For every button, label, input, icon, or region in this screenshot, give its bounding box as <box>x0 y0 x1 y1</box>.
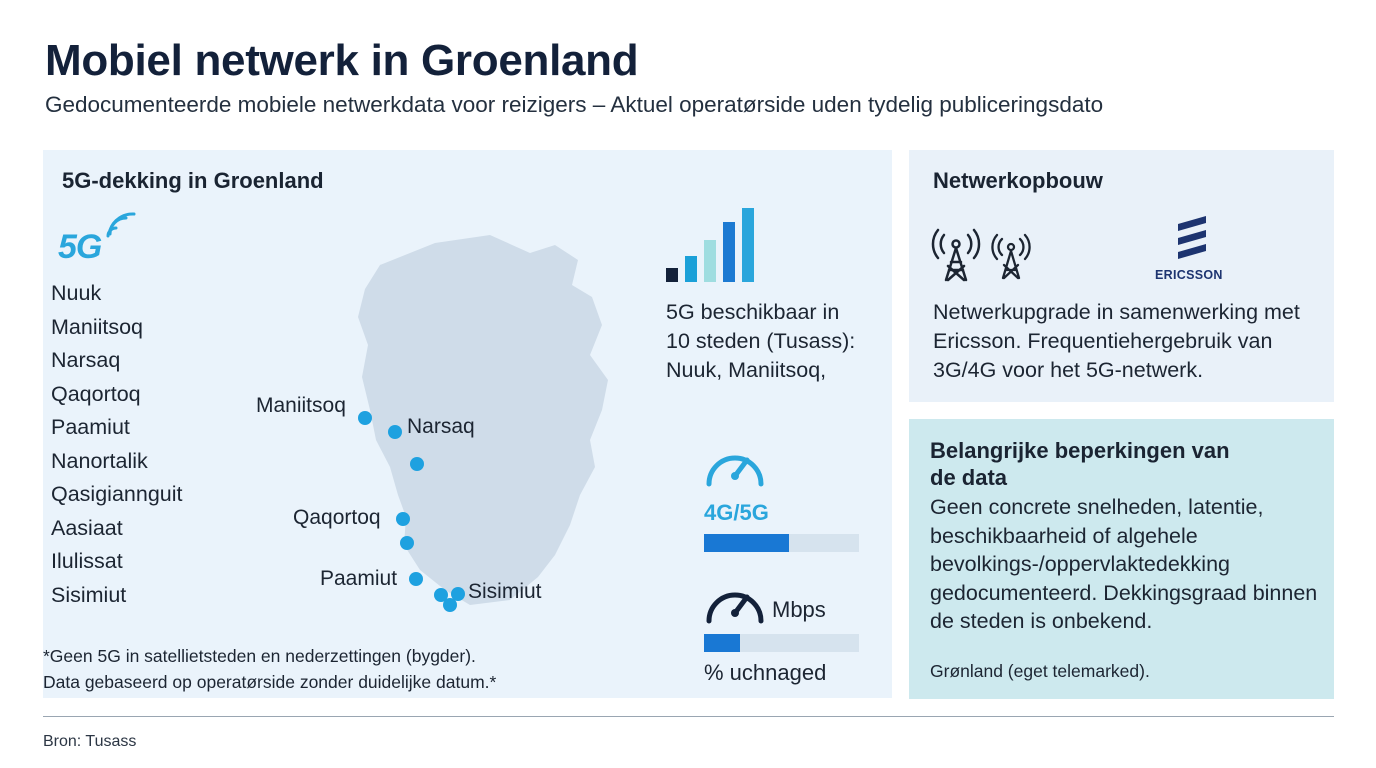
map-label: Sisimiut <box>468 580 542 603</box>
wireless-waves-icon <box>106 212 136 238</box>
speedometer-icon <box>706 455 764 487</box>
limitations-text: Geen concrete snelheden, latentie, besch… <box>930 495 1318 633</box>
city-item: Qaqortoq <box>51 381 141 406</box>
city-item: Qasigiannguit <box>51 482 183 506</box>
map-label: Paamiut <box>320 567 398 590</box>
city-item: Sisimiut <box>51 582 127 607</box>
limitations-panel <box>909 419 1334 699</box>
speedometer-icon <box>706 592 764 624</box>
page-subtitle: Gedocumenteerde mobiele netwerkdata voor… <box>45 92 1104 117</box>
map-label: Maniitsoq <box>256 394 346 417</box>
city-item: Ilulissat <box>51 549 123 573</box>
map-dot <box>396 512 410 526</box>
map-dot <box>443 598 457 612</box>
tech-label: 4G/5G <box>704 500 769 525</box>
5g-badge: 5G <box>58 228 102 266</box>
map-dot <box>410 457 424 471</box>
signal-strength-icon <box>666 208 754 282</box>
page-title: Mobiel netwerk in Groenland <box>45 36 639 85</box>
coverage-heading: 5G-dekking in Groenland <box>62 168 324 193</box>
speed-progress-fill <box>704 634 740 652</box>
map-dot <box>388 425 402 439</box>
network-panel <box>909 150 1334 402</box>
city-list: Nuuk Maniitsoq Narsaq Qaqortoq Paamiut N… <box>51 277 182 612</box>
tech-progress-bar <box>704 534 859 552</box>
speed-unit: Mbps <box>772 597 826 622</box>
network-text: Netwerkupgrade in samenwerking met Erics… <box>933 300 1300 382</box>
map-dot <box>400 536 414 550</box>
antenna-tower-icon <box>991 233 1031 280</box>
antenna-tower-icon <box>931 228 981 282</box>
greenland-map <box>358 235 608 605</box>
map-dot <box>451 587 465 601</box>
availability-text: 5G beschikbaar in 10 steden (Tusass): Nu… <box>666 300 856 382</box>
ericsson-logo <box>1178 216 1206 259</box>
speed-progress-bar <box>704 634 859 652</box>
tech-progress-fill <box>704 534 790 552</box>
ericsson-wordmark: ERICSSON <box>1155 268 1223 282</box>
city-item: Narsaq <box>51 348 121 372</box>
map-dot <box>434 588 448 602</box>
map-label: Narsaq <box>407 415 475 438</box>
limitations-footer: Grønland (eget telemarked). <box>930 661 1150 681</box>
source-credit: Bron: Tusass <box>43 733 137 750</box>
network-heading: Netwerkopbouw <box>933 168 1103 193</box>
unchanged-label: % uchnaged <box>704 660 827 685</box>
map-dot <box>409 572 423 586</box>
map-dot <box>358 411 372 425</box>
city-item: Maniitsoq <box>51 314 144 339</box>
footer-divider <box>43 716 1334 717</box>
limitations-title: Belangrijke beperkingen van de data <box>930 438 1230 490</box>
city-item: Nuuk <box>51 281 102 305</box>
map-label: Qaqortoq <box>293 506 381 529</box>
city-item: Nanortalik <box>51 448 148 473</box>
city-item: Paamiut <box>51 415 130 439</box>
coverage-footnote: *Geen 5G in satellietsteden en nederzett… <box>43 646 497 692</box>
city-item: Aasiaat <box>51 515 123 540</box>
